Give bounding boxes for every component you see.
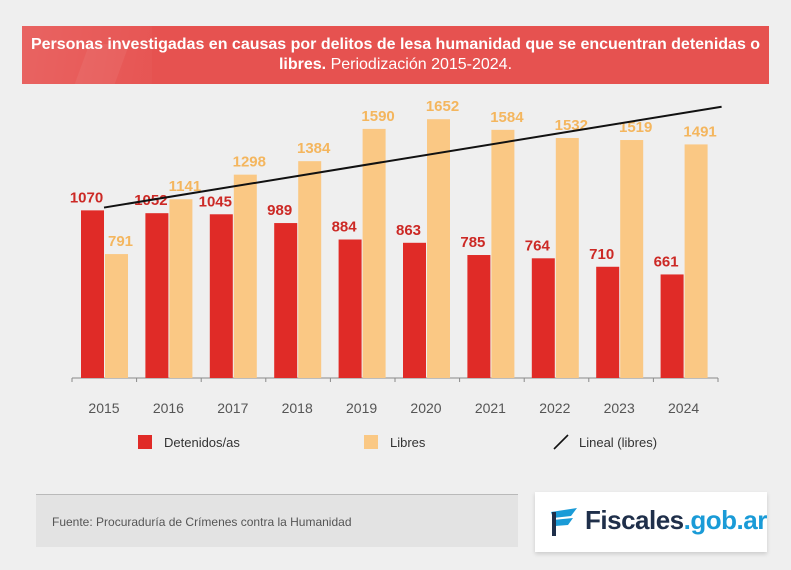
data-label-libres-2023: 1519 (619, 119, 652, 136)
data-label-detenidos-2019: 884 (332, 219, 358, 236)
bar-detenidos-2022 (531, 258, 555, 378)
data-label-libres-2017: 1298 (233, 154, 266, 171)
bar-chart: 1070791201510521141201610451298201798913… (70, 100, 722, 416)
bar-libres-2023 (620, 140, 644, 378)
legend-label-libres: Libres (390, 435, 426, 450)
legend-swatch-libres (364, 435, 378, 449)
banner-decoration (22, 26, 152, 84)
data-label-libres-2020: 1652 (426, 100, 459, 115)
data-label-detenidos-2015: 1070 (70, 189, 103, 206)
legend-label-lineal: Lineal (libres) (579, 435, 658, 450)
legend-label-detenidos: Detenidos/as (164, 435, 240, 450)
data-label-libres-2018: 1384 (297, 140, 331, 157)
bar-detenidos-2017 (209, 214, 233, 378)
data-label-detenidos-2020: 863 (396, 222, 421, 239)
x-tick-label-2020: 2020 (410, 400, 441, 416)
logo-wordmark: Fiscales.gob.ar (585, 505, 767, 536)
bar-detenidos-2019 (338, 239, 362, 378)
data-label-libres-2016: 1141 (169, 178, 202, 195)
data-label-libres-2021: 1584 (490, 109, 524, 126)
x-tick-label-2024: 2024 (668, 400, 699, 416)
data-label-detenidos-2017: 1045 (199, 193, 232, 210)
x-tick-label-2022: 2022 (539, 400, 570, 416)
x-tick-label-2015: 2015 (88, 400, 119, 416)
x-tick-label-2021: 2021 (475, 400, 506, 416)
bar-detenidos-2015 (81, 210, 104, 378)
source-text: Fuente: Procuraduría de Crímenes contra … (52, 515, 352, 529)
x-tick-label-2018: 2018 (282, 400, 313, 416)
bar-libres-2016 (169, 199, 193, 378)
data-label-detenidos-2022: 764 (525, 237, 551, 254)
chart-title-bold: Personas investigadas en causas por deli… (30, 36, 761, 73)
bar-detenidos-2016 (145, 213, 169, 378)
bar-detenidos-2021 (467, 255, 491, 378)
bar-libres-2021 (491, 129, 515, 378)
data-label-libres-2015: 791 (108, 233, 133, 250)
legend-swatch-detenidos (138, 435, 152, 449)
bar-libres-2024 (684, 144, 708, 378)
logo-main-text: Fiscales (585, 505, 684, 535)
data-label-detenidos-2021: 785 (460, 234, 485, 251)
x-tick-label-2017: 2017 (217, 400, 248, 416)
bar-libres-2022 (555, 137, 579, 378)
x-tick-label-2016: 2016 (153, 400, 184, 416)
legend-swatch-lineal (553, 434, 569, 450)
x-tick-label-2019: 2019 (346, 400, 377, 416)
data-label-libres-2024: 1491 (683, 123, 716, 140)
chart-title: Personas investigadas en causas por deli… (22, 35, 769, 75)
bar-detenidos-2024 (660, 274, 684, 378)
fiscales-logo[interactable]: Fiscales.gob.ar (535, 492, 767, 552)
bar-libres-2015 (105, 254, 128, 378)
title-banner: Personas investigadas en causas por deli… (22, 26, 769, 84)
trendline-libres (103, 105, 722, 209)
bar-detenidos-2020 (403, 242, 426, 378)
x-tick-label-2023: 2023 (604, 400, 635, 416)
source-box: Fuente: Procuraduría de Crímenes contra … (36, 494, 518, 547)
data-label-detenidos-2024: 661 (654, 253, 679, 270)
bar-detenidos-2023 (596, 266, 620, 378)
logo-domain-text: .gob.ar (683, 505, 768, 535)
fiscales-flag-icon (551, 508, 577, 536)
chart-title-period: Periodización 2015-2024. (330, 56, 513, 73)
data-label-libres-2019: 1590 (361, 108, 394, 125)
data-label-detenidos-2018: 989 (267, 202, 292, 219)
bar-libres-2019 (362, 128, 386, 378)
bar-detenidos-2018 (274, 223, 298, 378)
bar-libres-2018 (298, 161, 322, 378)
bar-libres-2017 (233, 174, 257, 378)
data-label-detenidos-2023: 710 (589, 246, 614, 263)
bar-libres-2020 (427, 119, 450, 378)
